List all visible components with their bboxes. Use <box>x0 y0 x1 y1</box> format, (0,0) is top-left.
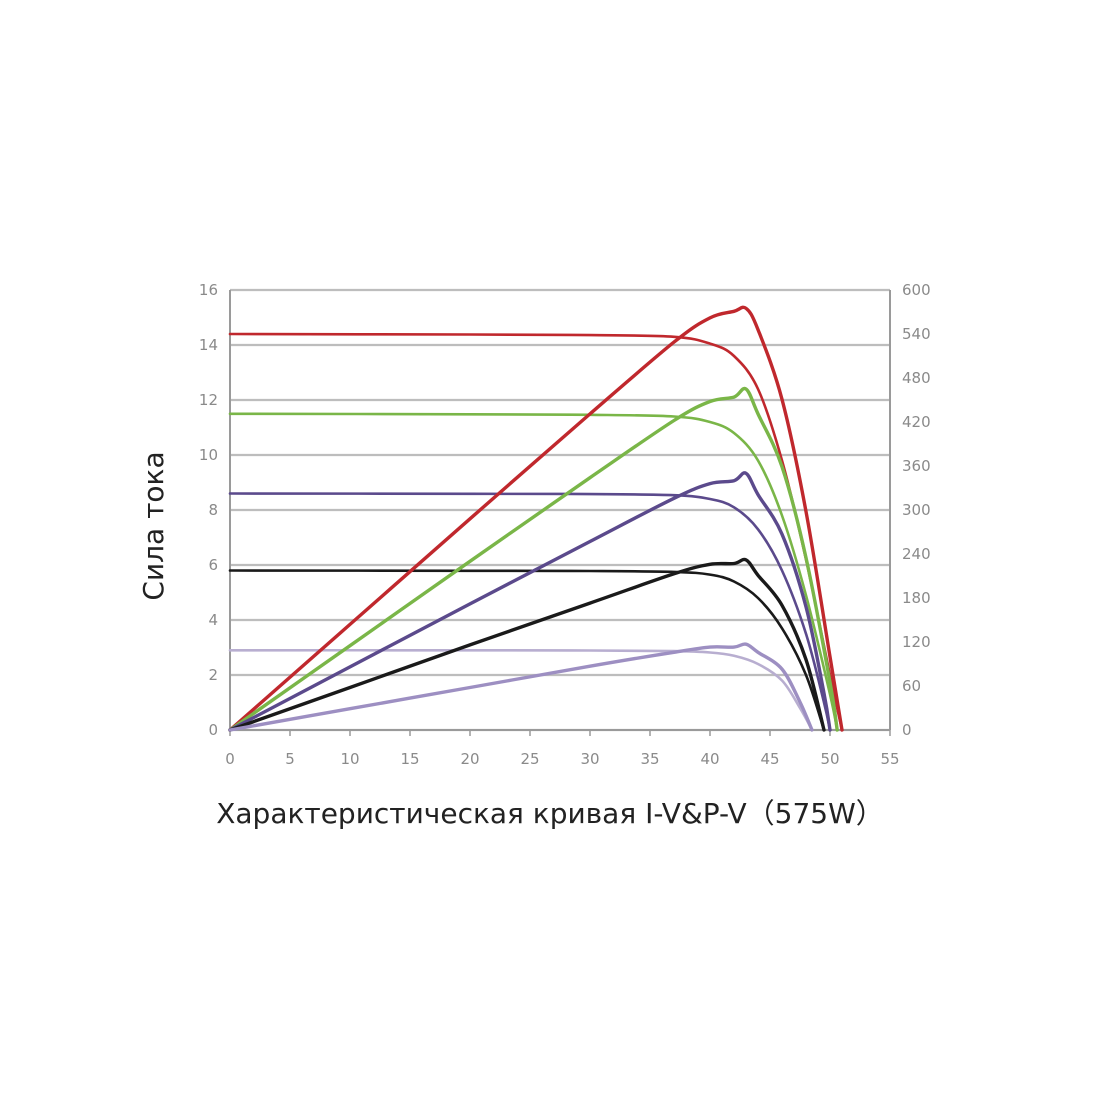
y-tick-label: 14 <box>199 336 218 354</box>
y-tick-label: 10 <box>199 446 218 464</box>
y-axis-ticks: 0 2 4 6 8 10 12 14 16 <box>199 281 218 739</box>
x-tick-label: 30 <box>580 750 599 768</box>
y-tick-label: 16 <box>199 281 218 299</box>
y-axis-label: Сила тока <box>137 451 170 600</box>
x-tick-label: 55 <box>880 750 899 768</box>
y-tick-label: 4 <box>208 611 218 629</box>
pv-curve-3 <box>230 559 824 730</box>
x-tick-label: 10 <box>340 750 359 768</box>
chart-caption: Характеристическая кривая I-V&P-V（575W） <box>0 792 1100 832</box>
y-tick-label: 12 <box>199 391 218 409</box>
y2-tick-label: 240 <box>902 545 931 563</box>
y2-tick-label: 420 <box>902 413 931 431</box>
x-tick-label: 50 <box>820 750 839 768</box>
y2-tick-label: 360 <box>902 457 931 475</box>
y2-tick-label: 60 <box>902 677 921 695</box>
y2-tick-label: 480 <box>902 369 931 387</box>
pv-curve-4 <box>230 644 812 730</box>
y-tick-label: 2 <box>208 666 218 684</box>
iv-curve-4 <box>230 650 812 730</box>
y2-tick-label: 600 <box>902 281 931 299</box>
x-axis-ticks: 0 5 10 15 20 25 30 35 40 45 50 55 <box>225 730 899 768</box>
x-tick-label: 0 <box>225 750 235 768</box>
x-tick-label: 25 <box>520 750 539 768</box>
x-tick-label: 45 <box>760 750 779 768</box>
y2-tick-label: 120 <box>902 633 931 651</box>
y2-tick-label: 300 <box>902 501 931 519</box>
y2-tick-label: 0 <box>902 721 912 739</box>
y2-axis-ticks: 0 60 120 180 240 300 360 420 480 540 600 <box>902 281 931 739</box>
x-tick-label: 20 <box>460 750 479 768</box>
y2-tick-label: 180 <box>902 589 931 607</box>
x-tick-label: 15 <box>400 750 419 768</box>
iv-curve-2 <box>230 494 830 731</box>
chart-series <box>230 307 842 730</box>
chart-grid <box>230 290 890 730</box>
x-tick-label: 35 <box>640 750 659 768</box>
x-tick-label: 5 <box>285 750 295 768</box>
y-tick-label: 0 <box>208 721 218 739</box>
y-tick-label: 6 <box>208 556 218 574</box>
x-tick-label: 40 <box>700 750 719 768</box>
y2-tick-label: 540 <box>902 325 931 343</box>
y-tick-label: 8 <box>208 501 218 519</box>
